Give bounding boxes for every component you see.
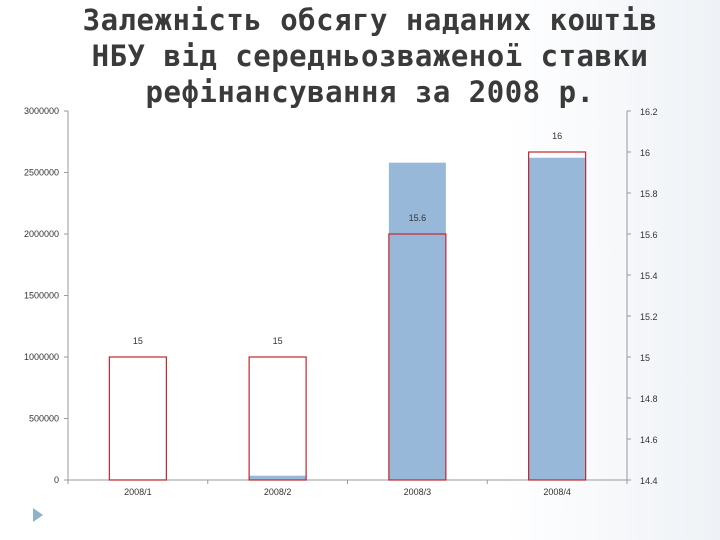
rate-data-label: 15 <box>273 336 283 346</box>
left-y-tick-label: 1000000 <box>24 352 59 362</box>
left-y-tick-label: 1500000 <box>24 291 59 301</box>
title-line: рефінансування за 2008 р. <box>145 75 595 109</box>
right-y-tick-label: 15.2 <box>640 312 658 322</box>
right-y-tick-label: 16 <box>640 148 650 158</box>
rate-data-label: 15.6 <box>409 213 427 223</box>
right-y-tick-label: 16.2 <box>640 107 658 117</box>
rate-bar <box>388 233 447 481</box>
title-line: Залежність обсягу наданих коштів <box>82 3 658 37</box>
left-y-tick-label: 3000000 <box>24 106 59 116</box>
rate-bar <box>108 356 167 481</box>
chart-title: Залежність обсягу наданих коштів НБУ від… <box>40 2 700 110</box>
right-y-tick-label: 15 <box>640 353 650 363</box>
rate-data-label: 16 <box>552 131 562 141</box>
right-y-tick-label: 14.4 <box>640 476 658 486</box>
right-y-tick-label: 15.8 <box>640 189 658 199</box>
x-tick-label: 2008/2 <box>264 487 292 497</box>
left-y-tick-label: 500000 <box>29 414 59 424</box>
rate-bar <box>248 356 307 481</box>
left-y-tick-label: 2500000 <box>24 168 59 178</box>
left-y-tick-label: 2000000 <box>24 229 59 239</box>
rate-data-label: 15 <box>133 336 143 346</box>
title-line: НБУ від середньозваженої ставки <box>91 39 649 73</box>
volume-bar <box>528 157 586 481</box>
right-y-tick-label: 15.6 <box>640 230 658 240</box>
rate-bar <box>528 151 587 481</box>
right-y-tick-label: 14.8 <box>640 394 658 404</box>
x-tick-label: 2008/4 <box>543 487 571 497</box>
x-tick-label: 2008/3 <box>404 487 432 497</box>
next-slide-arrow-icon[interactable] <box>33 508 43 522</box>
volume-bar <box>388 162 446 480</box>
right-y-tick-label: 15.4 <box>640 271 658 281</box>
volume-bar <box>249 475 307 480</box>
x-tick-label: 2008/1 <box>124 487 152 497</box>
right-y-tick-label: 14.6 <box>640 435 658 445</box>
left-y-tick-label: 0 <box>54 475 59 485</box>
